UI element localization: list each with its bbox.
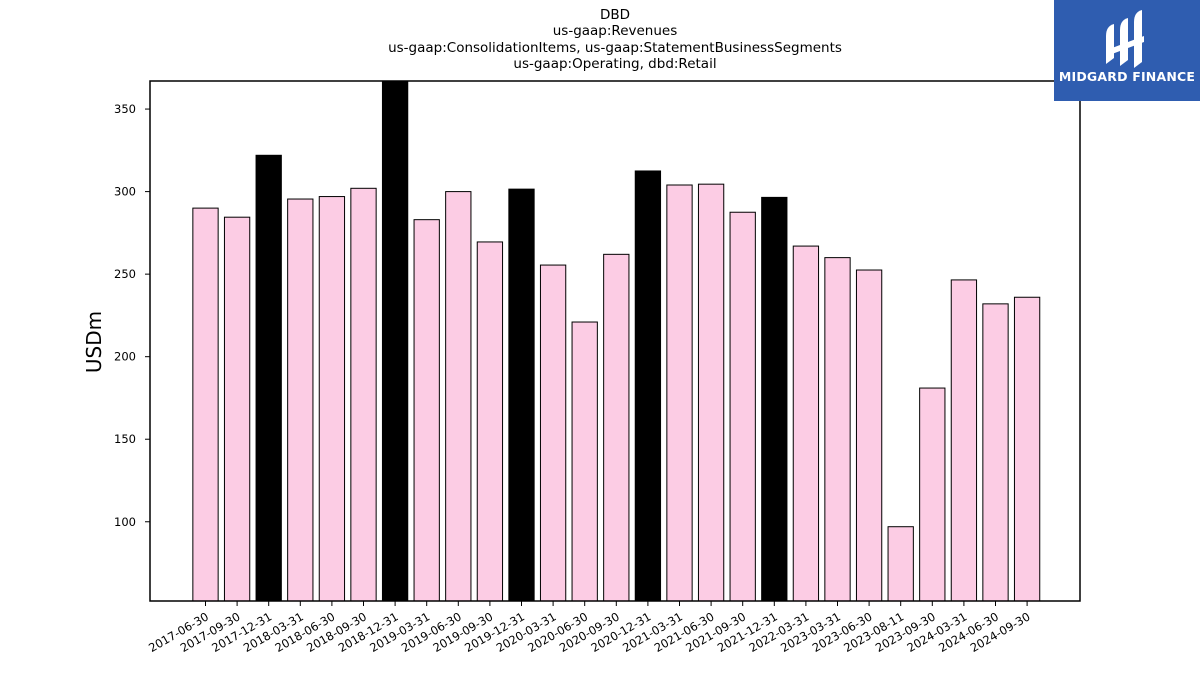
y-tick-label-300: 300 [114,185,136,199]
bar-2019-12-31 [508,188,535,602]
bar-2021-12-31 [761,196,788,602]
y-axis-label: USDm [82,311,106,373]
bar-2021-09-30 [729,211,756,602]
bars-group [192,80,1041,602]
bar-2024-06-30 [982,303,1009,602]
bar-2024-09-30 [1013,296,1041,602]
chart-title-line-3: us-gaap:ConsolidationItems, us-gaap:Stat… [388,39,842,56]
y-tick-label-200: 200 [114,350,136,364]
bar-2017-09-30 [223,216,251,602]
bar-2018-12-31 [381,80,409,602]
bar-2018-06-30 [318,196,346,602]
y-tick-label-150: 150 [114,432,136,446]
bar-2019-09-30 [476,241,504,602]
chart-title-line-2: us-gaap:Revenues [552,23,678,40]
chart-title-line-4: us-gaap:Operating, dbd:Retail [513,55,717,72]
y-axis: 100 150 200 250 300 350 [114,102,150,529]
y-tick-label-100: 100 [114,515,136,529]
bar-2018-09-30 [350,187,377,602]
bar-2023-03-31 [824,257,851,602]
bar-2019-03-31 [413,219,440,602]
bar-2021-06-30 [697,183,725,602]
bar-2022-03-31 [792,245,820,602]
x-axis: 2017-06-302017-09-302017-12-312018-03-31… [146,601,1033,655]
bar-2017-06-30 [192,207,219,602]
logo-text: MIDGARD FINANCE [1058,69,1196,84]
bar-2020-12-31 [634,170,662,602]
bar-2020-09-30 [603,253,630,602]
bar-2023-09-30 [919,387,946,602]
chart-title-line-1: DBD [599,7,631,23]
bar-2023-08-11 [887,526,914,602]
bar-2019-06-30 [445,191,472,602]
bar-2020-03-31 [539,264,567,602]
bar-2023-06-30 [855,269,883,602]
y-tick-label-250: 250 [114,267,136,281]
bar-2024-03-31 [950,279,978,602]
chart-title: DBD us-gaap:Revenues us-gaap:Consolidati… [150,7,1080,72]
bar-2018-03-31 [287,198,314,602]
y-tick-label-350: 350 [114,102,136,116]
midgard-finance-logo: MIDGARD FINANCE [1054,0,1200,101]
bar-2017-12-31 [255,154,282,602]
bar-2020-06-30 [571,321,598,602]
logo-mark-icon [1106,10,1144,68]
plot-frame [149,80,1081,602]
bar-2021-03-31 [666,184,693,602]
